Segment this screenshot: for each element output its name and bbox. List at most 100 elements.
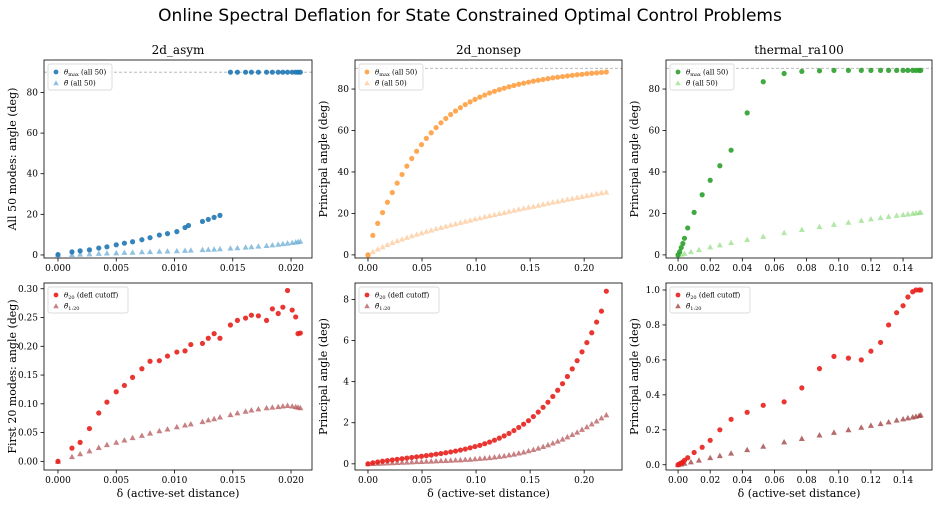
y-tick-label: 60 <box>649 126 661 136</box>
data-point <box>269 306 275 312</box>
y-tick-label: 0 <box>343 251 349 261</box>
data-point <box>447 457 454 463</box>
data-point <box>69 249 75 255</box>
data-point <box>275 69 281 75</box>
y-axis-label: Principal angle (deg) <box>628 101 641 218</box>
legend: θ20 (defl cutoff)θ̄1:20 <box>358 286 440 314</box>
data-point <box>904 211 911 217</box>
data-point <box>389 189 395 196</box>
data-point <box>893 417 900 423</box>
data-point <box>486 90 493 96</box>
data-point <box>574 72 580 78</box>
data-point <box>588 191 595 198</box>
data-point <box>877 420 884 427</box>
data-point <box>96 245 102 251</box>
data-point <box>917 209 924 215</box>
data-point <box>520 205 527 211</box>
data-point <box>447 222 454 228</box>
legend-marker <box>675 303 681 309</box>
data-point <box>482 92 488 98</box>
data-point <box>428 130 434 136</box>
data-point <box>443 450 449 456</box>
legend-marker <box>364 80 370 86</box>
data-point <box>284 240 291 246</box>
data-point <box>188 341 194 348</box>
x-tick-label: 0.04 <box>732 264 752 274</box>
data-point <box>394 237 401 244</box>
data-point <box>681 250 688 256</box>
x-axis-label: δ (active-set distance) <box>738 487 861 500</box>
data-point <box>728 147 734 153</box>
data-point <box>781 439 788 445</box>
y-tick-label: 0.20 <box>18 342 38 352</box>
data-point <box>95 444 102 450</box>
data-point <box>476 455 483 461</box>
data-point <box>399 459 406 465</box>
data-point <box>248 243 255 250</box>
y-tick-label: 0.05 <box>18 429 38 439</box>
x-tick-label: 0.02 <box>700 264 720 274</box>
data-point <box>584 339 590 346</box>
data-point <box>217 335 223 341</box>
legend-label: θ̄ (all 50) <box>375 80 407 88</box>
data-point <box>275 310 281 317</box>
data-point <box>269 69 275 75</box>
legend-box <box>47 286 129 314</box>
data-point <box>530 78 536 84</box>
y-axis-label: Principal angle (deg) <box>317 318 330 435</box>
data-point <box>147 358 153 364</box>
data-point <box>211 331 217 337</box>
data-point <box>535 445 542 451</box>
data-point <box>886 67 892 73</box>
data-point <box>760 233 767 239</box>
x-tick-label: 0.000 <box>45 264 71 274</box>
data-point <box>399 236 406 242</box>
x-axis-label: δ (active-set distance) <box>427 487 550 500</box>
data-point <box>491 454 498 460</box>
x-tick-label: 0.20 <box>574 476 594 486</box>
panel-title: 2d_nonsep <box>456 43 521 57</box>
data-point <box>248 407 255 413</box>
data-point <box>205 246 212 252</box>
data-point <box>418 229 425 236</box>
series-2 <box>675 209 924 258</box>
x-tick-label: 0.12 <box>861 476 881 486</box>
legend: θmax (all 50)θ̄ (all 50) <box>358 63 424 91</box>
legend-marker <box>364 292 370 298</box>
data-point <box>279 403 286 409</box>
data-point <box>113 249 120 256</box>
data-point <box>457 105 463 111</box>
data-point <box>515 450 522 456</box>
data-point <box>173 247 180 254</box>
data-point <box>472 443 478 450</box>
data-point <box>86 247 93 253</box>
data-point <box>227 245 234 251</box>
data-point <box>521 80 527 86</box>
data-point <box>297 238 304 244</box>
data-point <box>535 202 542 208</box>
data-point <box>452 108 459 114</box>
legend-marker <box>675 80 681 86</box>
plot-frame <box>43 59 313 259</box>
data-point <box>448 449 454 455</box>
data-point <box>917 412 924 418</box>
data-point <box>486 212 493 219</box>
data-point <box>535 77 541 83</box>
legend-label: θ̄ (all 50) <box>64 80 96 88</box>
data-point <box>418 453 425 459</box>
data-point <box>477 442 483 448</box>
series-2 <box>54 238 304 258</box>
y-tick-label: 8 <box>343 295 349 305</box>
data-point <box>199 246 206 253</box>
data-point <box>104 244 110 250</box>
data-point <box>603 288 609 294</box>
series-1 <box>365 69 609 258</box>
data-point <box>603 189 610 195</box>
plot-frame <box>43 282 313 471</box>
data-point <box>423 458 430 464</box>
data-point <box>129 434 136 441</box>
data-point <box>559 436 566 442</box>
data-point <box>530 413 536 420</box>
data-point <box>511 427 517 434</box>
data-point <box>555 74 561 80</box>
